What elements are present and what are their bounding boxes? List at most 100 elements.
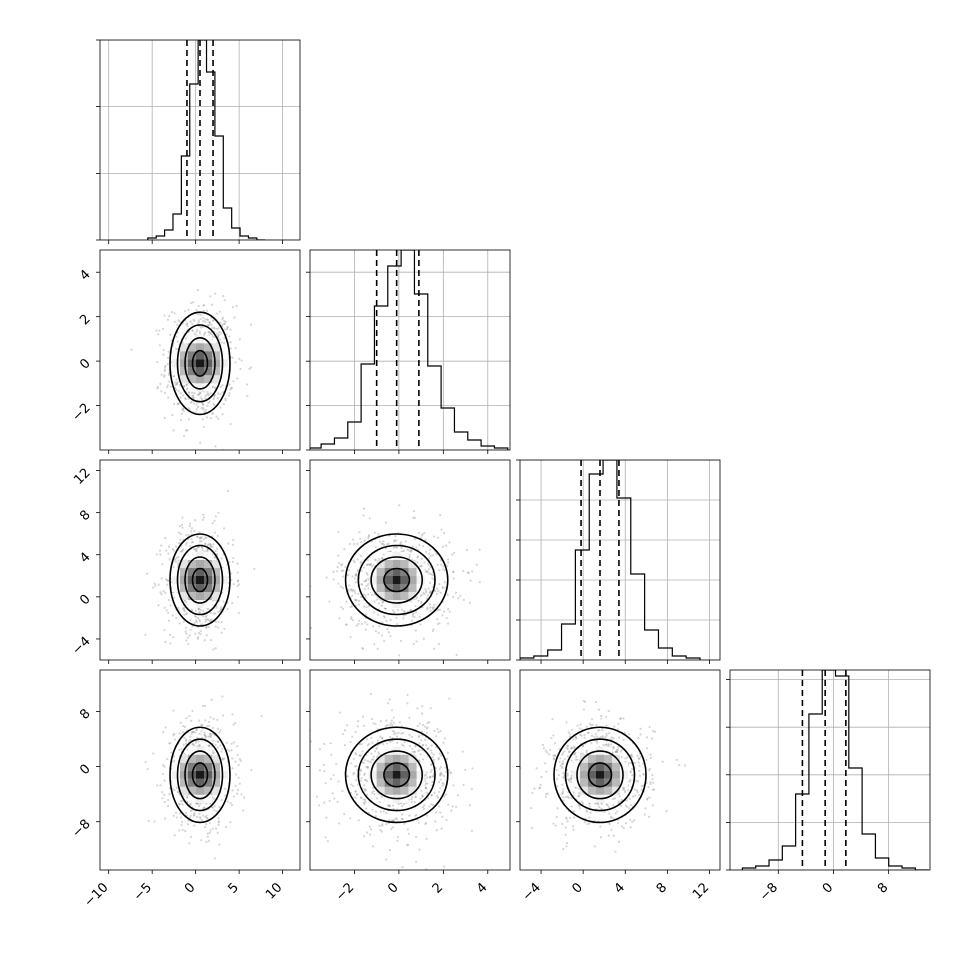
scatter-point (178, 802, 181, 805)
scatter-point (359, 796, 362, 799)
scatter-point (198, 812, 201, 816)
y-tick-label: 8 (77, 706, 93, 722)
scatter-point (622, 717, 625, 720)
scatter-point (414, 814, 417, 817)
scatter-point (616, 810, 619, 813)
scatter-point (215, 606, 218, 610)
x-tick-label: −8 (757, 880, 781, 904)
scatter-point (629, 778, 632, 781)
scatter-point (174, 558, 177, 561)
scatter-point (175, 388, 178, 392)
scatter-point (612, 745, 615, 749)
scatter-point (439, 729, 442, 733)
scatter-point (191, 709, 194, 712)
scatter-point (234, 773, 238, 776)
scatter-point (430, 794, 433, 797)
scatter-point (379, 810, 382, 813)
scatter-point (337, 530, 340, 533)
scatter-point (544, 793, 548, 796)
scatter-point (373, 792, 376, 795)
scatter-point (438, 773, 442, 776)
scatter-point (184, 309, 187, 313)
scatter-point (430, 749, 433, 752)
scatter-point (570, 759, 573, 762)
scatter-point (213, 857, 216, 860)
density-cell (612, 770, 620, 779)
x-tick-label: −4 (520, 880, 544, 904)
scatter-point (226, 325, 229, 328)
scatter-point (221, 316, 224, 319)
scatter-point (237, 595, 240, 598)
scatter-point (221, 318, 224, 321)
panel-1-0 (96, 249, 301, 454)
density-cell (220, 778, 228, 787)
scatter-point (365, 606, 368, 609)
panel-3-3 (726, 669, 931, 874)
scatter-point (207, 735, 210, 738)
scatter-point (177, 319, 180, 322)
scatter-point (596, 741, 599, 744)
scatter-point (665, 810, 668, 813)
scatter-point (406, 548, 409, 551)
scatter-point (208, 320, 211, 324)
scatter-point (442, 775, 446, 778)
scatter-point (605, 734, 608, 737)
density-cell (196, 576, 204, 584)
scatter-point (204, 331, 207, 334)
scatter-point (431, 780, 434, 784)
scatter-point (438, 583, 441, 586)
density-cell (212, 367, 220, 376)
scatter-point (351, 590, 354, 593)
scatter-point (539, 783, 542, 786)
scatter-point (387, 804, 391, 807)
scatter-point (616, 750, 619, 753)
scatter-point (229, 328, 232, 331)
density-cell (588, 754, 596, 763)
scatter-point (180, 419, 183, 422)
scatter-point (193, 731, 197, 734)
scatter-point (354, 765, 357, 768)
scatter-point (173, 789, 176, 792)
scatter-point (183, 752, 186, 755)
scatter-point (615, 748, 619, 751)
scatter-point (582, 708, 586, 711)
density-cell (204, 786, 212, 795)
scatter-point (625, 799, 628, 802)
scatter-point (651, 737, 654, 740)
scatter-point (597, 708, 600, 711)
scatter-point (236, 377, 239, 380)
scatter-point (180, 823, 183, 827)
density-cell (204, 600, 212, 608)
scatter-point (190, 732, 193, 735)
scatter-point (531, 826, 534, 830)
panel-2-0 (96, 459, 301, 664)
scatter-point (207, 394, 210, 397)
scatter-point (645, 758, 648, 762)
scatter-point (585, 810, 589, 813)
scatter-point (343, 548, 346, 551)
scatter-point (205, 408, 208, 412)
scatter-point (349, 817, 352, 820)
scatter-point (202, 309, 206, 312)
density-cell (204, 568, 212, 576)
scatter-point (639, 755, 642, 758)
scatter-point (166, 362, 169, 366)
scatter-point (432, 535, 436, 538)
scatter-point (646, 797, 649, 800)
scatter-point (433, 647, 436, 650)
scatter-point (651, 788, 655, 791)
scatter-point (445, 757, 449, 760)
scatter-point (212, 797, 216, 801)
scatter-point (207, 720, 210, 724)
scatter-point (410, 550, 413, 553)
scatter-point (614, 850, 617, 853)
scatter-point (345, 600, 348, 603)
scatter-point (203, 704, 207, 708)
scatter-point (216, 746, 219, 749)
scatter-point (219, 393, 222, 396)
scatter-point (633, 788, 636, 791)
scatter-point (192, 318, 195, 321)
scatter-point (234, 347, 237, 350)
scatter-point (160, 577, 163, 580)
scatter-point (155, 553, 158, 556)
